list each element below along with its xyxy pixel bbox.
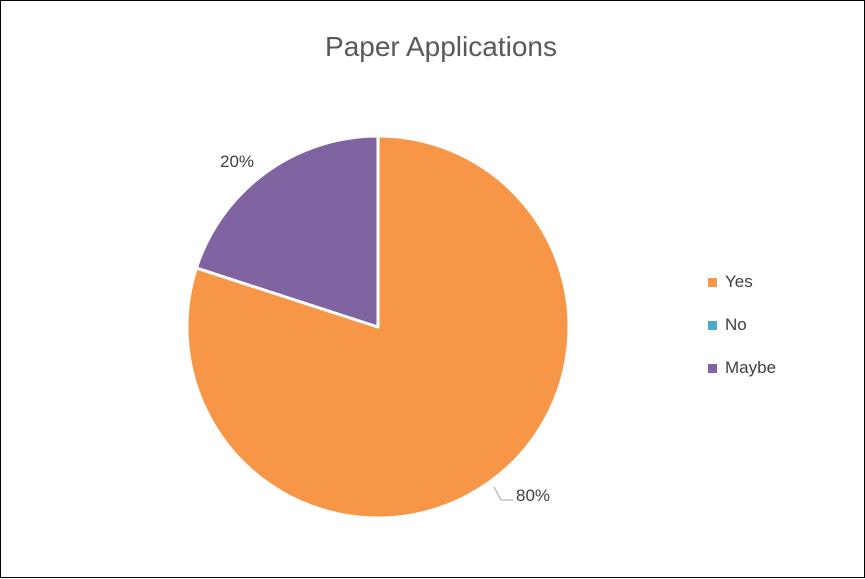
legend: Yes No Maybe: [708, 271, 776, 400]
legend-label-yes: Yes: [725, 272, 753, 291]
data-label-maybe: 20%: [220, 152, 254, 171]
legend-label-maybe: Maybe: [725, 358, 777, 377]
pie-slice-yes: [185, 134, 571, 520]
legend-swatch-yes: [708, 277, 717, 287]
legend-item-no: No: [708, 314, 776, 336]
legend-swatch-no: [708, 320, 717, 330]
data-label-yes: 80%: [516, 486, 550, 505]
legend-label-no: No: [725, 315, 747, 334]
legend-swatch-maybe: [708, 363, 717, 373]
pie-slice-maybe: [194, 134, 380, 329]
legend-item-maybe: Maybe: [708, 357, 776, 379]
leader-line-yes: [493, 486, 513, 501]
chart-title: Paper Applications: [325, 31, 557, 62]
legend-item-yes: Yes: [708, 271, 776, 293]
